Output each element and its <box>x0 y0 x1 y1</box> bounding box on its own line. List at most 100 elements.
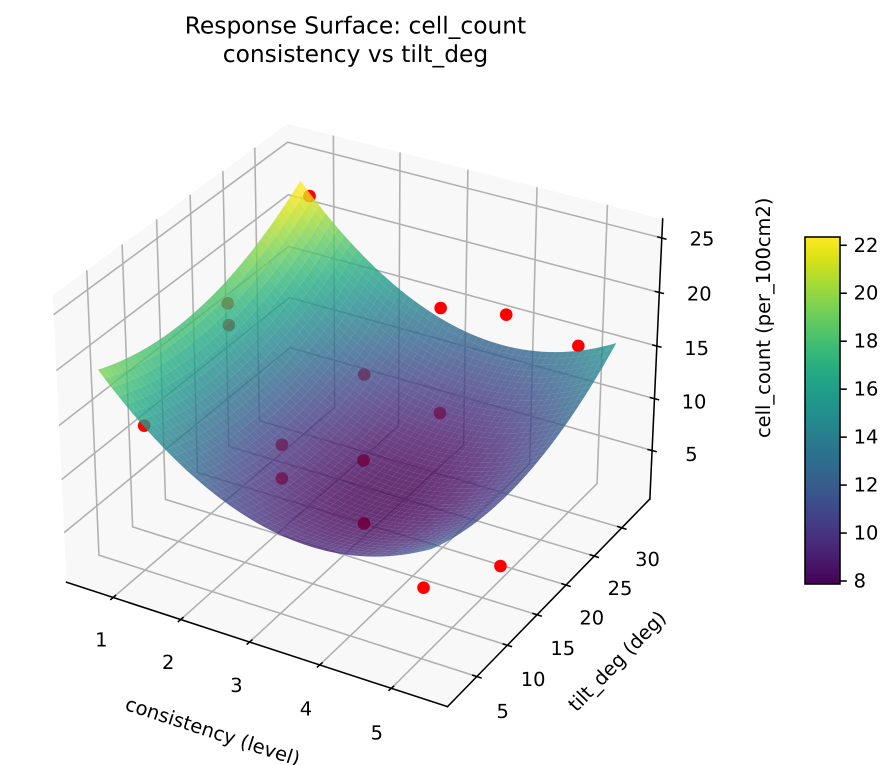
surface-quad <box>227 475 239 484</box>
surface-quad <box>426 345 438 356</box>
surface-quad <box>310 433 321 442</box>
surface-quad <box>480 475 492 481</box>
surface-quad <box>232 442 244 452</box>
surface-quad <box>419 502 431 508</box>
surface-quad <box>507 478 518 485</box>
surface-quad <box>339 303 350 316</box>
surface-quad <box>350 374 362 385</box>
surface-quad <box>279 323 290 336</box>
surface-quad <box>412 509 423 515</box>
surface-quad <box>224 448 236 457</box>
surface-quad <box>479 402 490 410</box>
surface-quad <box>337 520 349 526</box>
surface-quad <box>284 411 295 422</box>
surface-quad <box>433 387 445 396</box>
surface-quad <box>336 451 347 459</box>
surface-quad <box>320 283 331 297</box>
surface-quad <box>415 483 426 490</box>
surface-quad <box>168 356 180 369</box>
surface-quad <box>296 286 307 299</box>
surface-quad <box>307 486 318 494</box>
surface-quad <box>338 273 349 286</box>
surface-quad <box>482 409 493 416</box>
surface-quad <box>553 381 565 389</box>
surface-quad <box>277 490 289 498</box>
surface-quad <box>261 473 273 481</box>
surface-quad <box>176 453 188 462</box>
surface-quad <box>335 430 346 439</box>
surface-quad <box>217 420 229 431</box>
surface-quad <box>305 415 316 425</box>
surface-quad <box>364 507 375 513</box>
surface-quad <box>387 548 399 551</box>
surface-quad <box>379 467 391 475</box>
surface-quad <box>317 512 329 518</box>
surface-quad <box>243 508 255 515</box>
surface-quad <box>322 454 333 463</box>
surface-quad <box>308 345 319 357</box>
surface-quad <box>223 339 235 352</box>
surface-quad <box>164 384 176 395</box>
surface-quad <box>97 368 110 379</box>
surface-quad <box>385 405 396 415</box>
surface-quad <box>329 253 340 267</box>
surface-quad <box>447 504 458 508</box>
surface-quad <box>316 438 328 447</box>
surface-quad <box>250 326 261 339</box>
surface-quad <box>383 342 394 353</box>
surface-quad <box>247 314 259 327</box>
surface-quad <box>190 392 202 403</box>
surface-quad <box>284 466 296 475</box>
surface-quad <box>228 492 239 500</box>
surface-quad <box>219 408 230 418</box>
surface-quad <box>291 379 302 390</box>
surface-quad <box>382 499 394 505</box>
surface-quad <box>353 384 364 395</box>
surface-quad <box>390 465 401 473</box>
x-tick-label: 1 <box>95 629 107 652</box>
surface-quad <box>154 401 166 412</box>
surface-quad <box>231 454 242 463</box>
surface-quad <box>505 417 516 423</box>
x-tick <box>177 616 185 623</box>
surface-quad <box>149 381 161 392</box>
surface-quad <box>341 552 353 555</box>
surface-quad <box>457 524 469 530</box>
surface-quad <box>252 261 263 276</box>
surface-quad <box>260 397 272 408</box>
surface-quad <box>334 491 346 498</box>
x-tick <box>316 661 324 669</box>
surface-quad <box>233 408 245 419</box>
surface-quad <box>322 523 334 529</box>
x-spine <box>65 581 449 708</box>
surface-quad <box>441 520 453 525</box>
surface-quad <box>477 503 489 509</box>
surface-quad <box>461 496 473 501</box>
surface-quad <box>459 451 470 457</box>
surface-quad <box>246 398 257 409</box>
surface-quad <box>460 440 471 447</box>
surface-quad <box>437 523 449 528</box>
surface-quad <box>466 441 477 448</box>
surface-quad <box>421 494 432 500</box>
surface-quad <box>381 528 393 532</box>
surface-quad <box>142 347 154 360</box>
surface-quad <box>324 462 336 471</box>
surface-quad <box>515 462 526 469</box>
surface-quad <box>487 377 498 386</box>
surface-quad <box>158 399 170 410</box>
surface-quad <box>332 484 343 491</box>
surface-quad <box>468 457 480 463</box>
surface-quad <box>344 473 355 481</box>
surface-quad <box>264 430 275 440</box>
surface-quad <box>395 478 406 485</box>
surface-quad <box>290 521 301 528</box>
surface-quad <box>340 374 351 385</box>
surface-quad <box>363 549 375 553</box>
surface-quad <box>485 415 496 422</box>
surface-quad <box>453 439 464 446</box>
surface-quad <box>386 352 397 363</box>
surface-quad <box>258 387 269 398</box>
surface-quad <box>411 419 422 427</box>
surface-quad <box>330 234 341 248</box>
